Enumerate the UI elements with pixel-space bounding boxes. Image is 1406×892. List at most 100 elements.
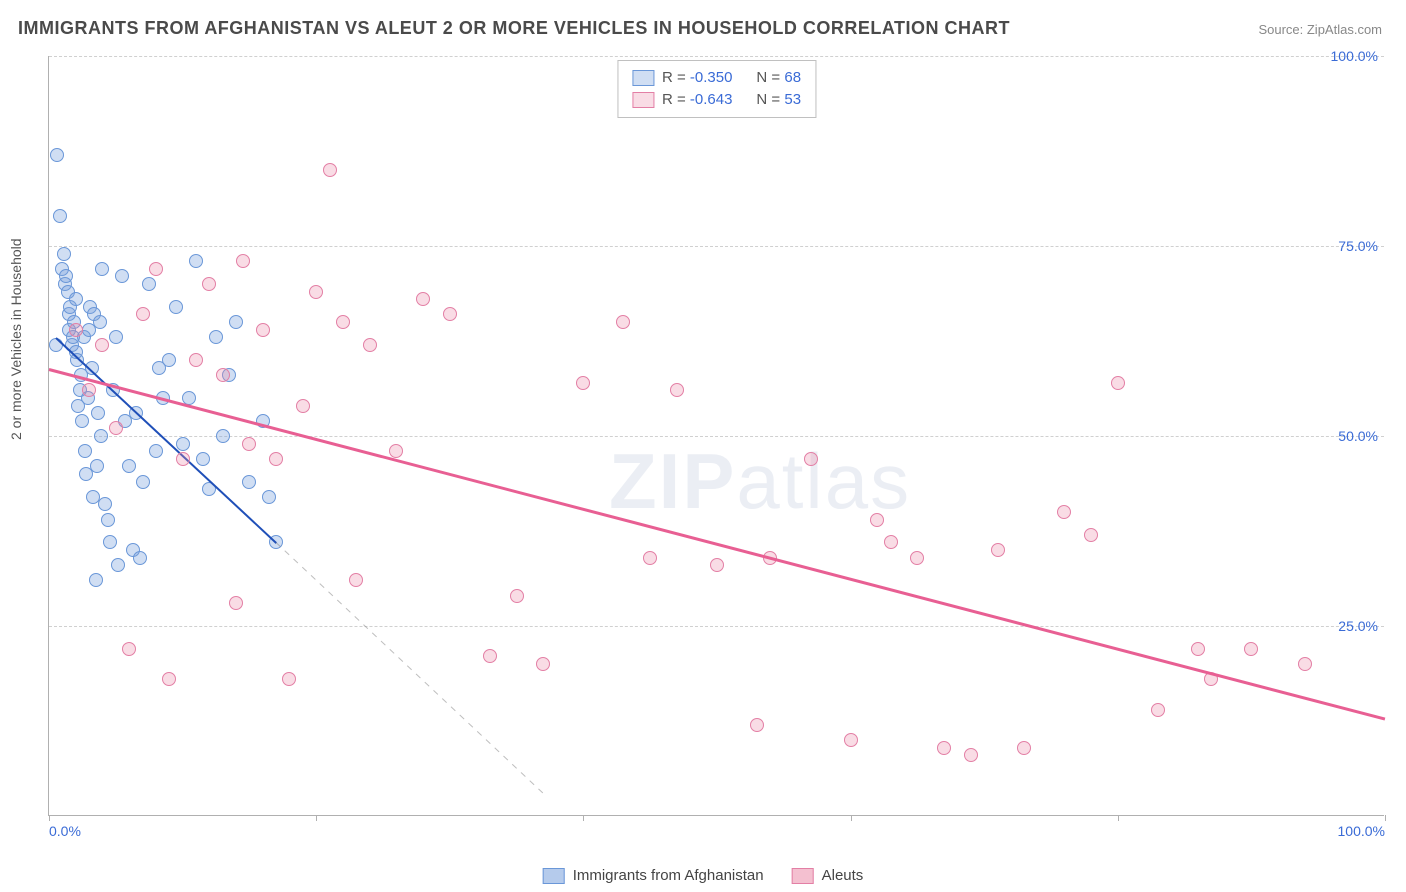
data-point: [69, 323, 83, 337]
n-stat: N = 53: [756, 89, 801, 111]
data-point: [1017, 741, 1031, 755]
data-point: [262, 490, 276, 504]
x-tick-mark: [851, 815, 852, 821]
x-tick-label: 100.0%: [1338, 823, 1385, 839]
data-point: [95, 262, 109, 276]
data-point: [309, 285, 323, 299]
legend-item: Aleuts: [792, 867, 864, 884]
n-stat: N = 68: [756, 67, 801, 89]
data-point: [910, 551, 924, 565]
x-tick-mark: [583, 815, 584, 821]
data-point: [282, 672, 296, 686]
data-point: [93, 315, 107, 329]
data-point: [98, 497, 112, 511]
data-point: [256, 323, 270, 337]
legend-swatch: [543, 868, 565, 884]
data-point: [750, 718, 764, 732]
watermark: ZIPatlas: [609, 436, 911, 527]
data-point: [323, 163, 337, 177]
data-point: [229, 315, 243, 329]
data-point: [53, 209, 67, 223]
data-point: [176, 437, 190, 451]
data-point: [991, 543, 1005, 557]
r-stat: R = -0.350: [662, 67, 732, 89]
series-swatch: [632, 70, 654, 86]
x-tick-mark: [49, 815, 50, 821]
data-point: [82, 383, 96, 397]
data-point: [616, 315, 630, 329]
data-point: [216, 368, 230, 382]
data-point: [416, 292, 430, 306]
data-point: [1057, 505, 1071, 519]
data-point: [133, 551, 147, 565]
data-point: [90, 459, 104, 473]
data-point: [937, 741, 951, 755]
data-point: [229, 596, 243, 610]
data-point: [236, 254, 250, 268]
data-point: [57, 247, 71, 261]
data-point: [78, 444, 92, 458]
correlation-stats-box: R = -0.350 N = 68 R = -0.643 N = 53: [617, 60, 816, 118]
data-point: [189, 353, 203, 367]
data-point: [91, 406, 105, 420]
data-point: [510, 589, 524, 603]
data-point: [122, 642, 136, 656]
r-stat: R = -0.643: [662, 89, 732, 111]
data-point: [162, 353, 176, 367]
data-point: [109, 330, 123, 344]
data-point: [389, 444, 403, 458]
x-tick-mark: [1385, 815, 1386, 821]
data-point: [443, 307, 457, 321]
stats-row: R = -0.350 N = 68: [632, 67, 801, 89]
data-point: [169, 300, 183, 314]
data-point: [50, 148, 64, 162]
data-point: [349, 573, 363, 587]
data-point: [69, 292, 83, 306]
legend-swatch: [792, 868, 814, 884]
data-point: [103, 535, 117, 549]
data-point: [1151, 703, 1165, 717]
data-point: [136, 307, 150, 321]
stats-row: R = -0.643 N = 53: [632, 89, 801, 111]
data-point: [242, 437, 256, 451]
data-point: [95, 338, 109, 352]
data-point: [1084, 528, 1098, 542]
scatter-plot: ZIPatlas R = -0.350 N = 68 R = -0.643 N = 5…: [48, 56, 1384, 816]
data-point: [870, 513, 884, 527]
data-point: [844, 733, 858, 747]
data-point: [670, 383, 684, 397]
data-point: [189, 254, 203, 268]
y-axis-label: 2 or more Vehicles in Household: [8, 238, 24, 440]
x-tick-mark: [316, 815, 317, 821]
data-point: [111, 558, 125, 572]
data-point: [884, 535, 898, 549]
legend: Immigrants from Afghanistan Aleuts: [543, 867, 864, 884]
chart-title: IMMIGRANTS FROM AFGHANISTAN VS ALEUT 2 O…: [18, 18, 1010, 39]
data-point: [75, 414, 89, 428]
y-tick-label: 100.0%: [1331, 48, 1378, 64]
data-point: [643, 551, 657, 565]
gridline: [49, 626, 1384, 627]
x-tick-mark: [1118, 815, 1119, 821]
data-point: [202, 277, 216, 291]
data-point: [483, 649, 497, 663]
data-point: [101, 513, 115, 527]
y-tick-label: 75.0%: [1338, 238, 1378, 254]
data-point: [1244, 642, 1258, 656]
legend-item: Immigrants from Afghanistan: [543, 867, 764, 884]
trend-line: [276, 543, 544, 795]
data-point: [269, 452, 283, 466]
trend-line: [49, 368, 1386, 720]
data-point: [804, 452, 818, 466]
data-point: [536, 657, 550, 671]
data-point: [363, 338, 377, 352]
legend-label: Immigrants from Afghanistan: [573, 867, 764, 884]
data-point: [115, 269, 129, 283]
data-point: [109, 421, 123, 435]
source-attribution: Source: ZipAtlas.com: [1258, 22, 1382, 37]
data-point: [216, 429, 230, 443]
data-point: [1191, 642, 1205, 656]
data-point: [149, 444, 163, 458]
data-point: [576, 376, 590, 390]
data-point: [964, 748, 978, 762]
